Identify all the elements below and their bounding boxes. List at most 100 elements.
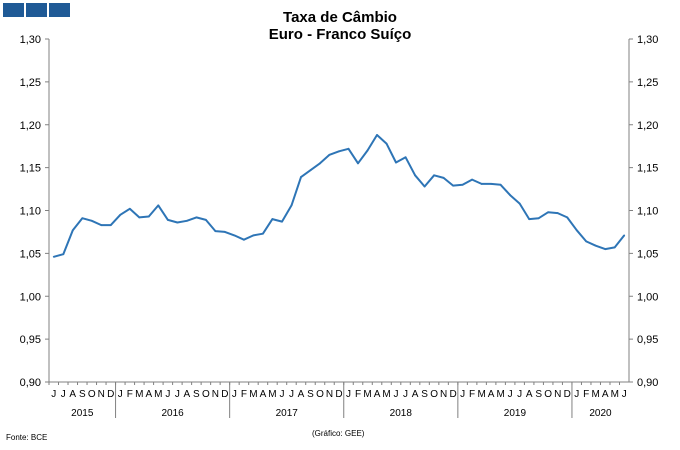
x-month-label: M — [611, 389, 619, 400]
data-point — [281, 220, 283, 223]
chart-subtitle: Euro - Franco Suíço — [268, 26, 412, 43]
data-point — [423, 185, 426, 188]
x-month-label: A — [526, 389, 533, 400]
y-tick-label-right: 1,20 — [637, 120, 658, 132]
data-point — [575, 229, 578, 232]
x-month-label: M — [496, 389, 504, 400]
y-tick-label-left: 1,30 — [20, 34, 41, 46]
x-month-label: M — [135, 389, 143, 400]
data-point — [461, 183, 464, 186]
x-month-label: M — [154, 389, 162, 400]
x-month-label: D — [449, 389, 456, 400]
x-month-label: N — [326, 389, 333, 400]
data-point — [499, 183, 502, 186]
x-month-label: A — [260, 389, 267, 400]
data-point — [185, 219, 188, 222]
x-month-label: M — [363, 389, 371, 400]
x-month-label: S — [535, 389, 542, 400]
data-point — [585, 240, 588, 243]
x-month-label: J — [175, 389, 180, 400]
data-point — [594, 244, 597, 247]
x-month-label: A — [412, 389, 419, 400]
x-month-label: N — [212, 389, 219, 400]
x-month-label: O — [88, 389, 96, 400]
x-month-label: S — [193, 389, 200, 400]
series-line — [53, 134, 625, 258]
x-month-label: M — [592, 389, 600, 400]
data-point — [262, 232, 264, 235]
data-point — [271, 218, 274, 220]
y-tick-label-right: 1,30 — [637, 34, 658, 46]
x-month-label: A — [184, 389, 191, 400]
data-point — [490, 183, 493, 185]
y-tick-label-left: 0,95 — [20, 334, 41, 346]
data-point — [166, 219, 169, 221]
x-month-label: J — [403, 389, 408, 400]
x-year-label: 2019 — [504, 408, 527, 419]
data-point — [404, 156, 407, 159]
x-month-label: D — [564, 389, 571, 400]
data-point — [214, 230, 217, 232]
y-tick-label-right: 1,25 — [637, 77, 658, 89]
x-month-label: M — [382, 389, 390, 400]
x-month-label: J — [118, 389, 123, 400]
x-month-label: J — [165, 389, 170, 400]
data-point — [309, 169, 312, 172]
x-month-label: M — [268, 389, 276, 400]
logo-block — [49, 3, 70, 17]
x-month-label: J — [346, 389, 351, 400]
data-point — [566, 216, 569, 219]
data-point — [157, 204, 160, 207]
data-point — [138, 216, 141, 219]
x-month-label: N — [98, 389, 105, 400]
data-point — [385, 142, 388, 145]
x-month-label: M — [249, 389, 257, 400]
data-point — [119, 213, 122, 216]
data-point — [528, 218, 531, 220]
chart-title: Taxa de Câmbio — [283, 9, 397, 26]
y-tick-label-right: 0,90 — [637, 377, 658, 389]
x-month-label: O — [202, 389, 210, 400]
y-tick-label-right: 1,05 — [637, 248, 658, 260]
data-point — [109, 224, 112, 226]
data-point — [547, 211, 550, 214]
data-point — [509, 194, 512, 196]
x-month-label: A — [69, 389, 76, 400]
x-month-label: A — [146, 389, 153, 400]
data-point — [81, 217, 84, 220]
x-month-label: F — [583, 389, 589, 400]
credit-note: (Gráfico: GEE) — [312, 429, 365, 438]
x-month-label: J — [517, 389, 522, 400]
data-point — [52, 255, 55, 258]
data-point — [62, 253, 65, 256]
data-point — [347, 147, 350, 150]
x-month-label: J — [574, 389, 579, 400]
x-month-label: F — [355, 389, 361, 400]
x-month-label: J — [279, 389, 284, 400]
x-month-label: J — [289, 389, 294, 400]
y-tick-label-right: 0,95 — [637, 334, 658, 346]
x-year-label: 2017 — [276, 408, 299, 419]
data-point — [195, 216, 198, 219]
data-point — [252, 234, 255, 237]
y-tick-label-left: 1,10 — [20, 206, 41, 218]
data-point — [366, 149, 369, 152]
y-tick-label-left: 1,00 — [20, 291, 41, 303]
data-point — [395, 161, 397, 164]
data-point — [204, 219, 207, 221]
y-tick-label-left: 0,90 — [20, 377, 41, 389]
x-month-label: D — [335, 389, 342, 400]
data-point — [233, 234, 236, 237]
x-month-label: F — [241, 389, 247, 400]
x-month-label: F — [469, 389, 475, 400]
data-point — [604, 248, 607, 250]
x-month-label: J — [394, 389, 399, 400]
y-tick-label-left: 1,15 — [20, 163, 41, 175]
y-tick-label-right: 1,00 — [637, 291, 658, 303]
x-year-label: 2015 — [71, 408, 94, 419]
data-point — [357, 162, 359, 165]
data-point — [518, 202, 521, 205]
y-tick-label-left: 1,25 — [20, 77, 41, 89]
x-month-label: S — [79, 389, 86, 400]
